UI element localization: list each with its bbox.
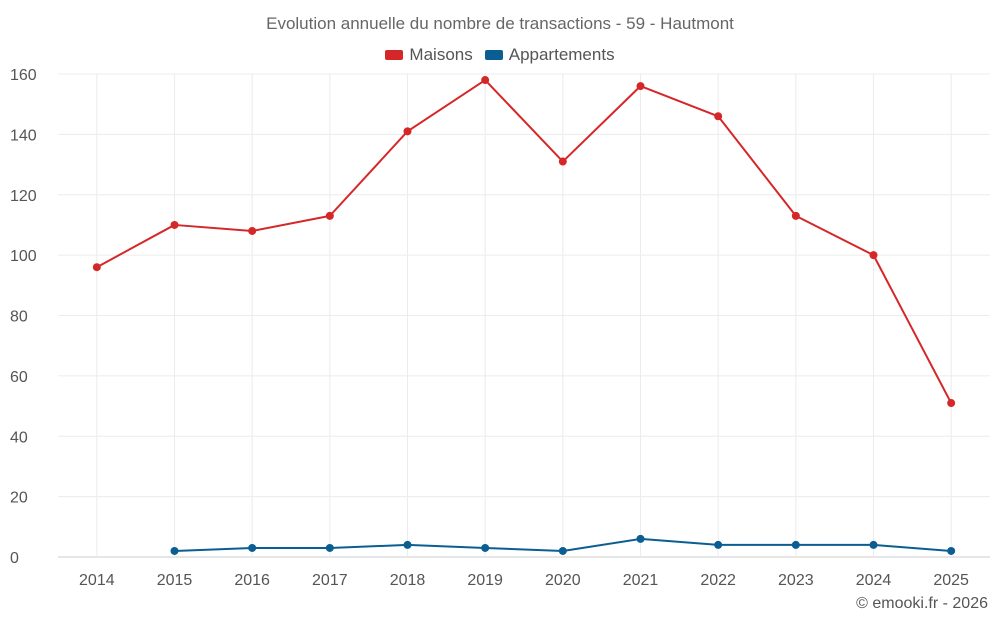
data-point-appartements-2024 xyxy=(869,540,878,549)
legend-item-maisons[interactable]: Maisons xyxy=(385,45,473,65)
x-tick-label-2022: 2022 xyxy=(700,572,736,589)
data-point-maisons-2022 xyxy=(714,112,723,121)
data-point-maisons-2021 xyxy=(636,82,645,91)
data-point-maisons-2015 xyxy=(170,220,179,229)
data-point-appartements-2017 xyxy=(325,543,334,552)
y-axis: 0 20 40 60 80 100 120 140 160 xyxy=(10,67,37,567)
y-tick-label-20: 20 xyxy=(10,490,28,507)
data-point-maisons-2014 xyxy=(92,263,101,272)
x-tick-label-2017: 2017 xyxy=(312,572,348,589)
y-tick-label-40: 40 xyxy=(10,429,28,446)
legend-swatch-appartements xyxy=(484,50,503,60)
series-line-maisons xyxy=(96,79,953,404)
data-point-maisons-2018 xyxy=(403,127,412,136)
x-tick-label-2016: 2016 xyxy=(234,572,270,589)
legend: Maisons Appartements xyxy=(0,45,1000,65)
data-point-appartements-2016 xyxy=(248,543,257,552)
data-point-appartements-2018 xyxy=(403,540,412,549)
chart-title: Evolution annuelle du nombre de transact… xyxy=(266,14,734,33)
data-point-appartements-2015 xyxy=(170,546,179,555)
data-point-appartements-2023 xyxy=(791,540,800,549)
x-tick-label-2019: 2019 xyxy=(467,572,503,589)
data-point-maisons-2019 xyxy=(481,76,490,85)
y-tick-label-80: 80 xyxy=(10,309,28,326)
x-tick-label-2018: 2018 xyxy=(390,572,426,589)
data-point-appartements-2022 xyxy=(714,540,723,549)
data-point-appartements-2021 xyxy=(636,534,645,543)
x-tick-label-2025: 2025 xyxy=(933,572,969,589)
legend-label-maisons: Maisons xyxy=(409,45,473,64)
data-point-maisons-2025 xyxy=(947,399,956,408)
legend-swatch-maisons xyxy=(385,50,404,60)
y-tick-label-0: 0 xyxy=(10,550,19,567)
x-axis: 2014 2015 2016 2017 2018 2019 2020 2021 2022 2023… xyxy=(79,572,969,589)
y-tick-label-100: 100 xyxy=(10,248,37,265)
data-point-appartements-2019 xyxy=(481,543,490,552)
x-tick-label-2021: 2021 xyxy=(623,572,659,589)
data-point-appartements-2025 xyxy=(947,546,956,555)
x-tick-label-2024: 2024 xyxy=(856,572,892,589)
data-point-maisons-2020 xyxy=(558,157,567,166)
copyright-footer: © emooki.fr - 2026 xyxy=(856,595,988,612)
series-layer xyxy=(92,76,956,555)
x-tick-label-2015: 2015 xyxy=(157,572,193,589)
data-point-appartements-2020 xyxy=(558,546,567,555)
y-tick-label-60: 60 xyxy=(10,369,28,386)
data-point-maisons-2017 xyxy=(325,211,334,220)
legend-item-appartements[interactable]: Appartements xyxy=(484,45,615,65)
y-tick-label-120: 120 xyxy=(10,188,37,205)
x-tick-label-2020: 2020 xyxy=(545,572,581,589)
data-point-maisons-2016 xyxy=(248,226,257,235)
legend-label-appartements: Appartements xyxy=(508,45,615,64)
y-tick-label-140: 140 xyxy=(10,127,37,144)
y-tick-label-160: 160 xyxy=(10,67,37,84)
data-point-maisons-2024 xyxy=(869,251,878,260)
x-tick-label-2014: 2014 xyxy=(79,572,115,589)
data-point-maisons-2023 xyxy=(791,211,800,220)
x-tick-label-2023: 2023 xyxy=(778,572,814,589)
grid xyxy=(58,73,990,558)
